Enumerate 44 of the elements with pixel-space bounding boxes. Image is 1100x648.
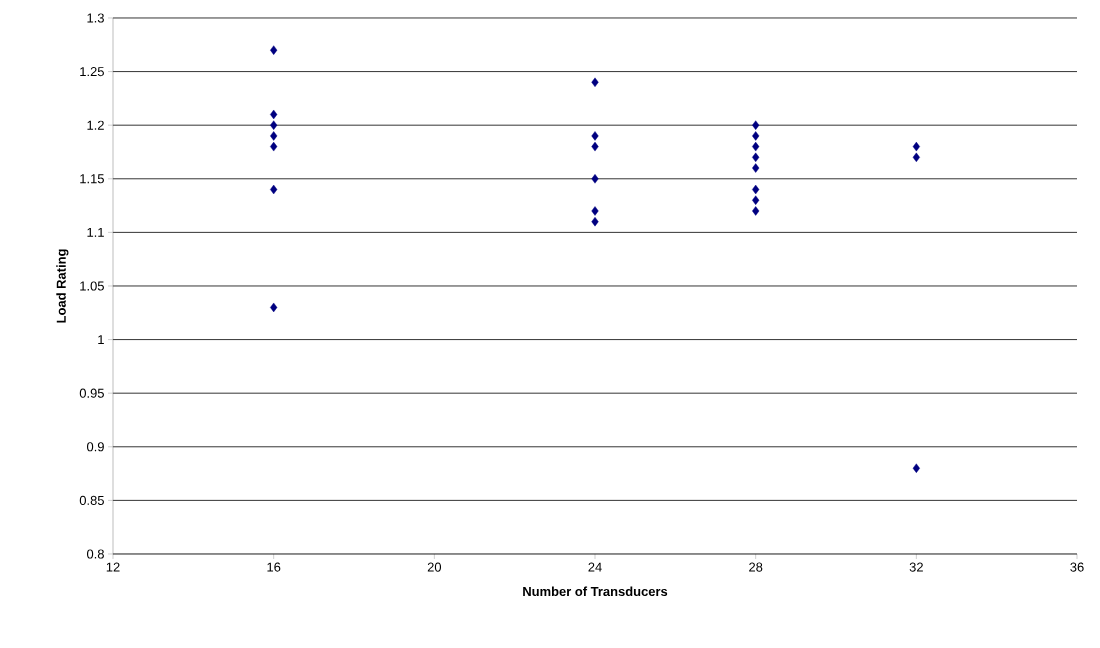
point (270, 141, 278, 152)
y-tick-label: 1 (98, 335, 104, 345)
point (912, 152, 920, 163)
y-tick-label: 0.8 (86, 549, 104, 559)
point (591, 206, 599, 216)
point (752, 120, 760, 130)
y-tick-label: 0.95 (79, 388, 104, 398)
y-tick-label: 1.15 (80, 174, 104, 184)
point (270, 120, 278, 130)
point (270, 184, 278, 195)
x-axis-title: Number of Transducers (523, 586, 668, 597)
point (591, 216, 599, 227)
x-tick-label: 24 (588, 562, 602, 572)
point (591, 174, 599, 184)
y-tick-label: 1.1 (87, 227, 104, 237)
point (752, 141, 760, 152)
point (591, 141, 599, 152)
point (270, 109, 278, 120)
point (591, 131, 599, 141)
x-tick-label: 32 (909, 562, 923, 572)
point (912, 141, 920, 152)
point (752, 152, 760, 163)
y-axis-title: Load Rating (56, 249, 69, 323)
point (270, 131, 278, 141)
x-tick-label: 36 (1070, 562, 1084, 572)
y-tick-label: 1.25 (80, 66, 104, 77)
x-tick-label: 16 (267, 562, 281, 572)
y-tick-label: 1.05 (80, 281, 104, 291)
y-tick-label: 1.2 (87, 120, 104, 130)
point (752, 131, 760, 141)
x-tick-label: 20 (427, 562, 442, 572)
point (270, 302, 278, 313)
point (270, 45, 278, 55)
point (912, 463, 920, 473)
x-tick-label: 12 (106, 562, 120, 572)
y-tick-label: 0.85 (79, 495, 104, 505)
point (752, 195, 760, 205)
point (752, 184, 760, 195)
point (591, 77, 599, 87)
point (752, 206, 760, 216)
y-tick-label: 1.3 (87, 13, 104, 23)
y-tick-label: 0.9 (86, 442, 104, 452)
x-tick-label: 28 (749, 562, 763, 572)
point (752, 163, 760, 173)
